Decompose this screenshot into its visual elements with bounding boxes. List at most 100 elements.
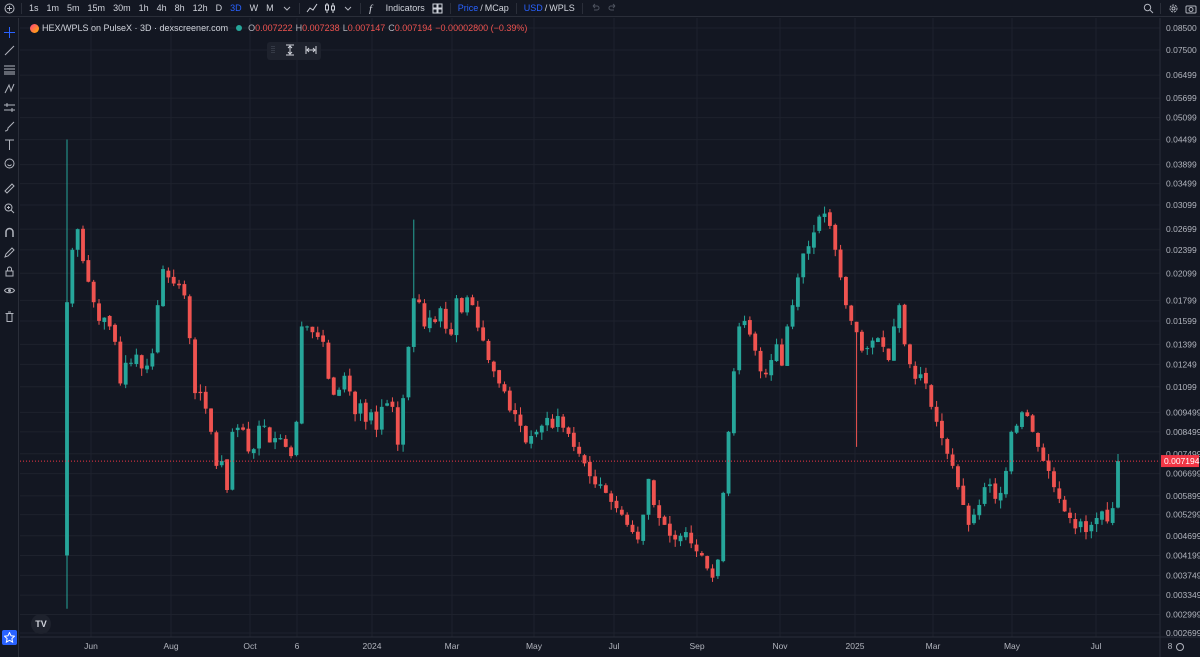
interval-1s[interactable]: 1s [29, 2, 39, 13]
interval-1m[interactable]: 1m [46, 2, 60, 13]
candle [369, 409, 374, 425]
candle-body [977, 504, 982, 516]
x-tick-label: 8 [1168, 641, 1173, 651]
y-tick-label: 0.03899 [1166, 160, 1197, 170]
candle-body [422, 303, 427, 327]
candle [342, 372, 347, 393]
candle-body [1046, 460, 1051, 471]
candle [433, 316, 438, 324]
fib-icon[interactable] [2, 62, 17, 77]
candle [486, 339, 491, 364]
candle-body [924, 372, 928, 384]
favorites-star-icon[interactable] [2, 630, 17, 645]
emoji-icon[interactable] [2, 156, 17, 171]
open-key: O [248, 23, 256, 33]
interval-12h[interactable]: 12h [192, 2, 208, 13]
tradingview-logo[interactable]: TV [31, 614, 51, 634]
undo-icon[interactable] [588, 1, 602, 15]
candle [337, 387, 342, 397]
zoom-in-icon[interactable] [2, 201, 17, 216]
candle [705, 555, 710, 571]
candle-body [705, 556, 710, 569]
magnet-icon[interactable] [2, 225, 17, 240]
candle-body [166, 270, 171, 278]
indicators-button[interactable]: Indicators [385, 2, 425, 13]
drag-handle-icon[interactable] [271, 45, 275, 58]
candle [113, 323, 117, 346]
candle-body [646, 478, 651, 515]
indicators-icon[interactable]: f [366, 1, 380, 15]
interval-M[interactable]: M [266, 2, 274, 13]
candle-body [571, 432, 576, 447]
line-chart-icon[interactable] [305, 1, 319, 15]
candle-body [182, 284, 187, 296]
candle [182, 280, 187, 299]
settings-icon[interactable] [1166, 2, 1180, 16]
candle-body [833, 224, 838, 250]
camera-icon[interactable] [1184, 2, 1198, 16]
pencil-lock-icon[interactable] [2, 245, 17, 260]
interval-4h[interactable]: 4h [156, 2, 167, 13]
redo-icon[interactable] [606, 1, 620, 15]
interval-8h[interactable]: 8h [174, 2, 185, 13]
interval-3D[interactable]: 3D [230, 2, 242, 13]
candle [449, 322, 454, 336]
chevron-down-icon[interactable] [341, 1, 355, 15]
candle [571, 426, 576, 452]
layout-grid-icon[interactable] [431, 1, 445, 15]
candle-body [1020, 412, 1024, 427]
interval-W[interactable]: W [249, 2, 259, 13]
date-range-icon[interactable] [305, 44, 317, 59]
price-toggle[interactable]: Price [457, 2, 479, 13]
search-icon[interactable] [1141, 2, 1155, 16]
candle-body [940, 420, 944, 439]
candle [1036, 432, 1040, 452]
candle-body [865, 348, 870, 350]
candle-body [561, 416, 566, 428]
text-icon[interactable] [2, 137, 17, 152]
price-chart[interactable]: 0.08500 0.07500 0.06499 0.05699 0.05099 0.044… [20, 18, 1200, 657]
interval-1h[interactable]: 1h [138, 2, 149, 13]
trash-icon[interactable] [2, 309, 17, 324]
crosshair-icon[interactable] [2, 25, 17, 40]
candle [972, 508, 976, 525]
candle [278, 434, 283, 440]
mcap-toggle[interactable]: MCap [484, 2, 509, 13]
brush-icon[interactable] [2, 119, 17, 134]
candle-body [769, 360, 774, 376]
candle [1078, 518, 1083, 533]
interval-30m[interactable]: 30m [113, 2, 131, 13]
candle [475, 300, 480, 332]
chart-settings-icon[interactable] [1176, 643, 1184, 651]
forecast-icon[interactable] [2, 100, 17, 115]
interval-5m[interactable]: 5m [67, 2, 80, 13]
interval-D[interactable]: D [215, 2, 223, 13]
candle-body [358, 403, 363, 414]
candle-body [982, 487, 987, 504]
candle-body [337, 389, 342, 396]
candle-body [230, 431, 235, 490]
interval-15m[interactable]: 15m [87, 2, 106, 13]
eye-icon[interactable] [2, 283, 17, 298]
lock-icon[interactable] [2, 264, 17, 279]
trend-line-icon[interactable] [2, 43, 17, 58]
price-range-icon[interactable] [284, 44, 296, 59]
candle-body [694, 544, 699, 552]
candle-body [417, 299, 422, 303]
candle-body [534, 431, 539, 435]
chart-legend: HEX/WPLS on PulseX · 3D · dexscreener.co… [30, 22, 530, 34]
candle-body [689, 532, 694, 544]
usd-toggle[interactable]: USD [523, 2, 543, 13]
symbol-title[interactable]: HEX/WPLS on PulseX · 3D · dexscreener.co… [42, 23, 229, 33]
chevron-down-icon[interactable] [280, 1, 294, 15]
candle [657, 500, 662, 526]
candles-icon[interactable] [323, 1, 337, 15]
wpls-toggle[interactable]: WPLS [549, 2, 575, 13]
add-symbol-icon[interactable] [2, 1, 16, 15]
ruler-icon[interactable] [2, 181, 17, 196]
pattern-icon[interactable] [2, 81, 17, 96]
candle [129, 358, 133, 367]
candle [966, 503, 971, 532]
candle-body [779, 344, 784, 366]
candle [385, 399, 390, 407]
